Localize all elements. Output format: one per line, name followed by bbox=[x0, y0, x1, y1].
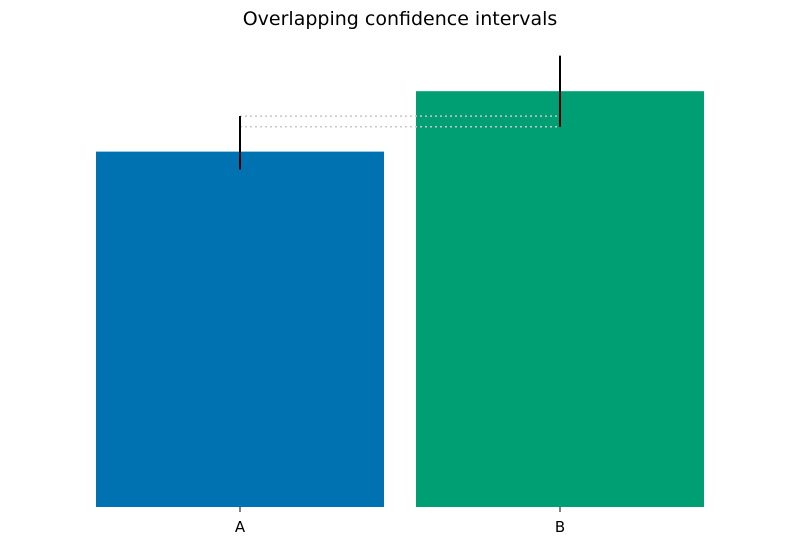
chart-title: Overlapping confidence intervals bbox=[242, 8, 558, 30]
error-bars-layer bbox=[239, 55, 561, 170]
overlap-guides-layer bbox=[240, 115, 560, 128]
x-tick-label-b: B bbox=[555, 518, 565, 536]
bar-b bbox=[416, 91, 704, 507]
x-tick-label-a: A bbox=[235, 518, 246, 536]
bar-a bbox=[96, 151, 384, 507]
bars-layer bbox=[96, 91, 704, 507]
